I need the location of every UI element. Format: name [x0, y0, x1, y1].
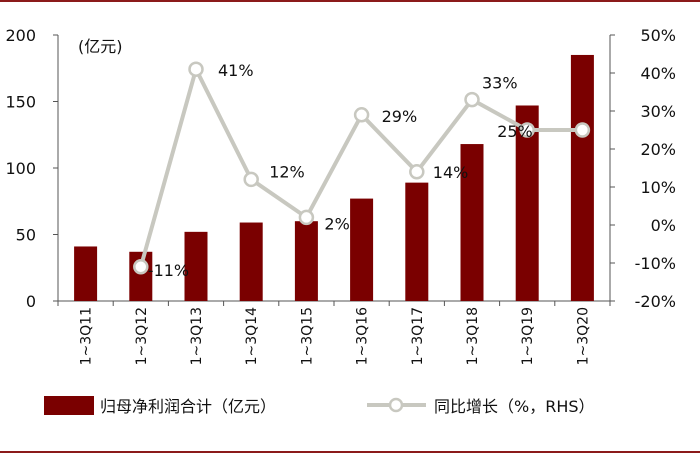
category-label: 1~3Q16 — [355, 307, 371, 365]
growth-point-1~3Q19 — [519, 122, 535, 138]
bar-1~3Q19 — [515, 105, 539, 302]
growth-data-label: 33% — [482, 74, 518, 93]
right-tick-label: 20% — [640, 140, 676, 159]
growth-point-1~3Q15 — [298, 209, 315, 226]
bar-1~3Q16 — [350, 198, 374, 301]
growth-point-1~3Q17 — [409, 164, 425, 180]
growth-point-1~3Q18 — [464, 91, 480, 108]
category-label: 1~3Q12 — [134, 307, 150, 365]
category-label: 1~3Q14 — [244, 307, 260, 365]
growth-data-label: 29% — [382, 107, 418, 126]
bar-1~3Q20 — [570, 54, 594, 302]
right-tick-label: 0% — [651, 216, 676, 235]
growth-data-label: 2% — [324, 214, 349, 233]
bar-1~3Q17 — [405, 182, 429, 301]
category-label: 1~3Q19 — [520, 307, 536, 365]
growth-data-label: 41% — [218, 61, 254, 80]
category-label: 1~3Q11 — [79, 307, 95, 365]
bar-1~3Q15 — [294, 221, 318, 301]
bar-1~3Q18 — [460, 144, 484, 301]
category-label: 1~3Q17 — [410, 307, 426, 365]
growth-point-1~3Q20 — [574, 122, 591, 138]
legend-label-bar: 归母净利润合计（亿元） — [100, 397, 276, 416]
right-tick-label: 30% — [640, 102, 676, 121]
legend-swatch-marker — [388, 397, 404, 413]
category-label: 1~3Q20 — [575, 307, 591, 365]
left-tick-label: 50 — [16, 226, 36, 245]
growth-point-1~3Q16 — [353, 107, 370, 123]
bar-1~3Q13 — [184, 231, 208, 301]
bar-1~3Q14 — [239, 222, 263, 301]
left-tick-label: 100 — [5, 159, 36, 178]
legend-label-line: 同比增长（%，RHS） — [434, 397, 595, 416]
growth-data-label: 14% — [433, 163, 469, 182]
growth-data-label: 25% — [497, 122, 533, 141]
right-tick-label: 10% — [640, 178, 676, 197]
category-label: 1~3Q13 — [189, 307, 205, 365]
left-tick-label: 0 — [26, 292, 36, 311]
growth-point-1~3Q12 — [133, 259, 149, 275]
category-label: 1~3Q15 — [299, 307, 315, 365]
left-tick-label: 150 — [5, 93, 36, 112]
growth-point-1~3Q14 — [243, 171, 259, 188]
right-tick-label: -10% — [635, 254, 676, 273]
growth-data-label: 12% — [269, 162, 305, 181]
left-tick-label: 200 — [5, 26, 36, 45]
legend-swatch-bar — [44, 396, 94, 415]
right-tick-label: -20% — [635, 292, 676, 311]
left-axis-unit-label: (亿元) — [78, 37, 123, 56]
category-label: 1~3Q18 — [465, 307, 481, 365]
right-tick-label: 50% — [640, 26, 676, 45]
right-tick-label: 40% — [640, 64, 676, 83]
growth-data-label: -11% — [148, 261, 189, 280]
growth-point-1~3Q13 — [188, 61, 204, 77]
bar-1~3Q11 — [74, 246, 98, 301]
